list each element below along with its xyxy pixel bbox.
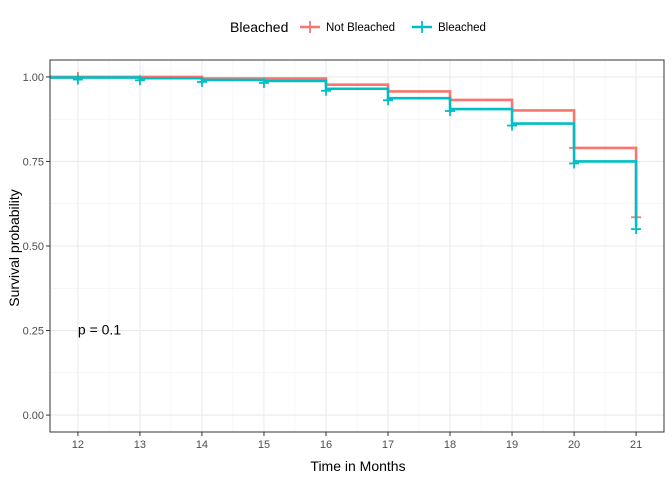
- censor-mark-bleached: [631, 224, 642, 235]
- legend-label: Bleached: [438, 22, 486, 34]
- legend-entry-not-bleached: Not Bleached: [300, 21, 395, 34]
- censor-mark-bleached: [72, 74, 83, 85]
- censor-mark-bleached: [445, 106, 456, 117]
- censor-mark-bleached: [320, 85, 331, 96]
- y-tick-label: 1.00: [23, 72, 44, 84]
- x-tick-label: 15: [258, 439, 270, 451]
- x-tick-label: 17: [382, 439, 394, 451]
- censor-mark-bleached: [569, 158, 580, 169]
- legend-title: Bleached: [230, 19, 288, 35]
- y-tick-label: 0.00: [23, 410, 44, 422]
- x-tick-label: 21: [630, 439, 642, 451]
- p-value-annotation: p = 0.1: [78, 322, 121, 338]
- censor-mark-bleached: [258, 77, 269, 88]
- censor-mark-bleached: [383, 95, 394, 106]
- x-tick-label: 13: [134, 439, 146, 451]
- x-tick-label: 19: [506, 439, 518, 451]
- x-tick-label: 18: [444, 439, 456, 451]
- x-tick-label: 20: [568, 439, 580, 451]
- y-tick-label: 0.75: [23, 156, 44, 168]
- x-axis-title: Time in Months: [310, 458, 405, 474]
- censor-mark-bleached: [134, 75, 145, 86]
- legend-entry-bleached: Bleached: [412, 21, 486, 34]
- y-tick-label: 0.50: [23, 241, 44, 253]
- censor-mark-bleached: [196, 76, 207, 87]
- legend-label: Not Bleached: [326, 22, 395, 34]
- y-tick-label: 0.25: [23, 326, 44, 338]
- y-axis-title: Survival probability: [6, 189, 22, 307]
- x-tick-label: 12: [72, 439, 84, 451]
- legend: Bleached Not Bleached Bleached: [230, 19, 486, 35]
- x-tick-label: 16: [320, 439, 332, 451]
- x-tick-label: 14: [196, 439, 208, 451]
- censor-mark-bleached: [507, 120, 518, 131]
